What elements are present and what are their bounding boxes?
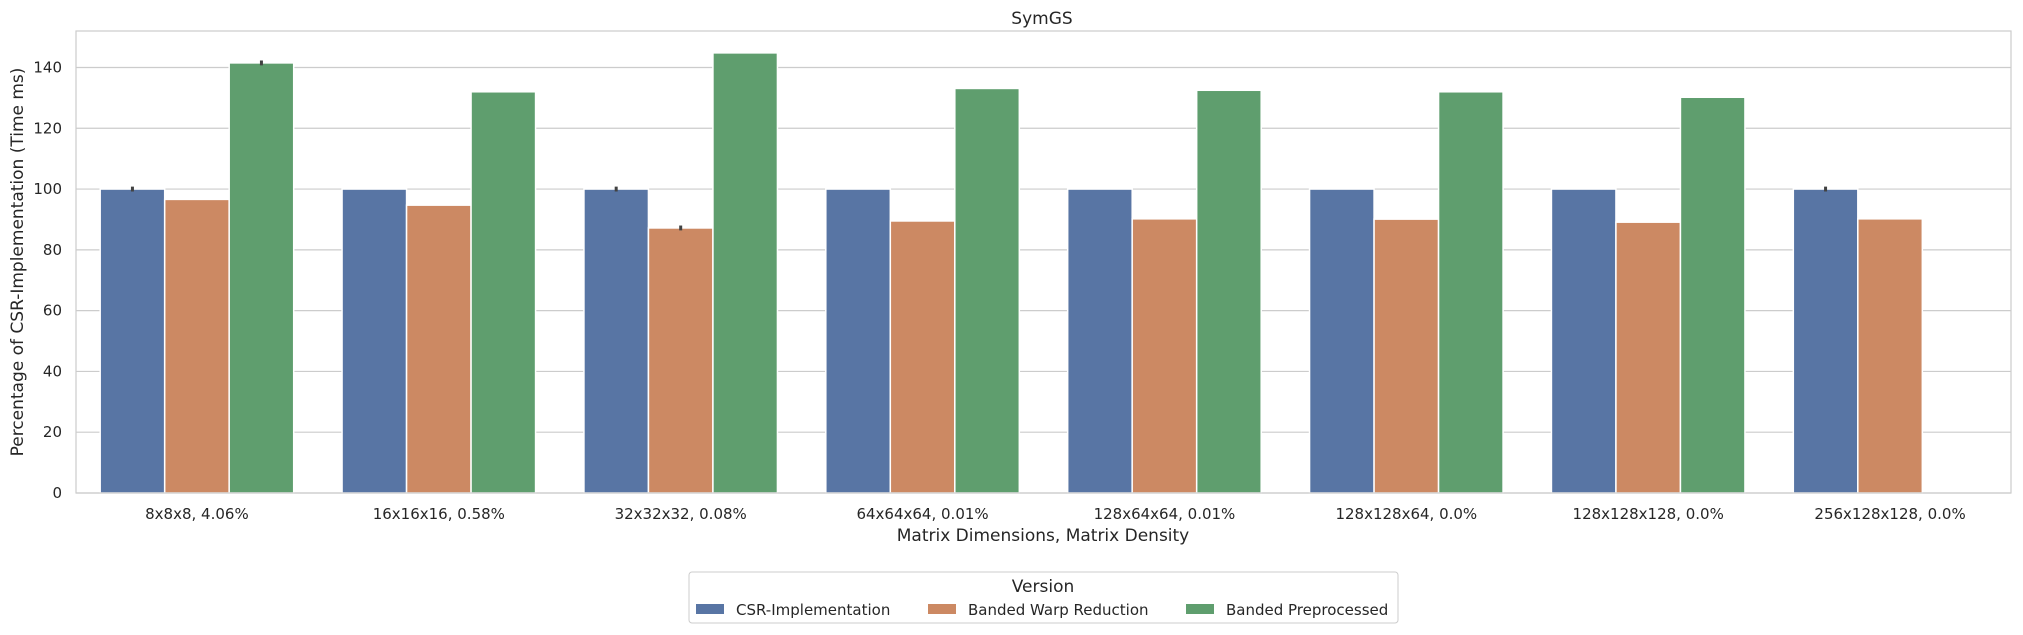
y-tick-label: 40	[43, 362, 62, 380]
x-axis-title: Matrix Dimensions, Matrix Density	[897, 526, 1190, 546]
legend-swatch-csr	[696, 604, 724, 614]
bar	[954, 87, 1021, 494]
bar	[1857, 218, 1924, 494]
bar	[1679, 96, 1746, 494]
bar	[1066, 188, 1133, 494]
bar	[1437, 91, 1504, 494]
legend-swatch-warp	[928, 604, 956, 614]
x-tick-label: 16x16x16, 0.58%	[373, 505, 505, 523]
bar	[99, 188, 166, 494]
x-tick-labels: 8x8x8, 4.06% 16x16x16, 0.58% 32x32x32, 0.0…	[145, 505, 1966, 523]
bar	[647, 227, 714, 494]
y-tick-label: 60	[43, 302, 62, 320]
error-bars	[130, 60, 1828, 231]
x-tick-label: 128x128x128, 0.0%	[1573, 505, 1724, 523]
plot-frame	[75, 30, 2012, 494]
x-tick-label: 64x64x64, 0.01%	[856, 505, 988, 523]
bar	[405, 204, 472, 494]
x-tick-label: 128x64x64, 0.01%	[1094, 505, 1236, 523]
y-tick-label: 140	[33, 58, 62, 76]
bar	[889, 220, 956, 494]
bar	[1131, 218, 1198, 494]
x-tick-label: 128x128x64, 0.0%	[1335, 505, 1477, 523]
bar	[1373, 218, 1440, 494]
bars	[99, 52, 1924, 494]
y-tick-label: 100	[33, 180, 62, 198]
legend-label-warp: Banded Warp Reduction	[968, 601, 1149, 619]
x-tick-label: 32x32x32, 0.08%	[615, 505, 747, 523]
y-tick-label: 20	[43, 423, 62, 441]
y-axis-title: Percentage of CSR-Implementation (Time m…	[8, 68, 28, 457]
bar	[1195, 89, 1262, 494]
x-tick-label: 256x128x128, 0.0%	[1814, 505, 1965, 523]
legend-frame	[688, 571, 1399, 624]
legend: Version CSR-Implementation Banded Warp R…	[688, 571, 1399, 624]
bar	[1308, 188, 1375, 494]
x-tick-label: 8x8x8, 4.06%	[145, 505, 249, 523]
legend-label-csr: CSR-Implementation	[736, 601, 890, 619]
bar	[825, 188, 892, 494]
bar	[583, 188, 650, 494]
chart-title: SymGS	[1011, 9, 1072, 29]
y-tick-labels: 0 20 40 60 80 100 120 140	[33, 58, 62, 502]
y-tick-label: 0	[52, 484, 62, 502]
bar	[470, 91, 537, 494]
legend-title: Version	[1012, 577, 1075, 597]
bar	[341, 188, 408, 494]
bar	[163, 198, 230, 494]
bar	[1615, 221, 1682, 494]
y-tick-label: 120	[33, 119, 62, 137]
y-tick-label: 80	[43, 241, 62, 259]
bar	[1792, 188, 1859, 494]
bar	[1550, 188, 1617, 494]
legend-label-preprocessed: Banded Preprocessed	[1226, 601, 1388, 619]
bar	[228, 62, 295, 494]
legend-swatch-preprocessed	[1186, 604, 1214, 614]
bar	[712, 52, 779, 494]
